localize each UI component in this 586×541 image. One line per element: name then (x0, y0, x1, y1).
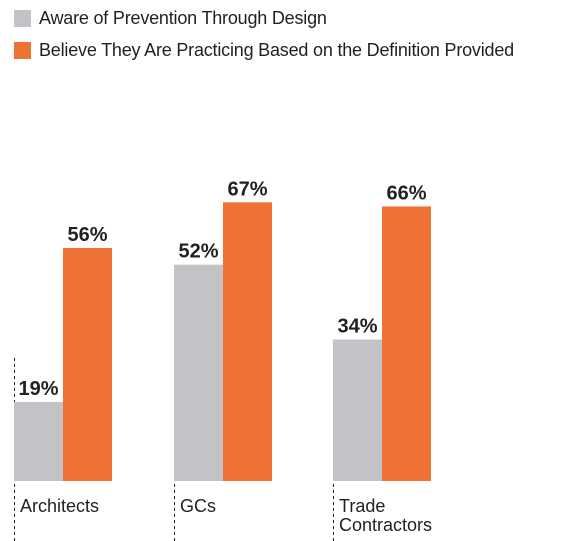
legend-label-aware: Aware of Prevention Through Design (39, 7, 327, 28)
bar-gcs-practicing (223, 202, 272, 481)
bar-architects-aware (14, 401, 63, 481)
category-label-trade-contractors-line-1: Trade (339, 496, 385, 516)
value-label-architects-aware: 19% (18, 378, 58, 400)
category-label-trade-contractors-line-2: Contractors (339, 515, 432, 535)
legend-item-aware: Aware of Prevention Through Design (14, 8, 584, 28)
value-label-trade-contractors-aware: 34% (337, 316, 377, 338)
value-label-gcs-aware: 52% (178, 241, 218, 263)
bar-trade-contractors-aware (333, 339, 382, 481)
bar-gcs-aware (174, 264, 223, 481)
bar-trade-contractors-practicing (382, 206, 431, 481)
value-label-gcs-practicing: 67% (227, 178, 267, 200)
bar-architects-practicing (63, 248, 112, 481)
value-label-architects-practicing: 56% (67, 224, 107, 246)
legend-item-practicing: Believe They Are Practicing Based on the… (14, 40, 584, 60)
legend-swatch-aware (14, 9, 31, 27)
category-label-gcs: GCs (180, 496, 216, 516)
value-label-trade-contractors-practicing: 66% (386, 182, 426, 204)
legend-swatch-practicing (14, 41, 31, 59)
legend: Aware of Prevention Through Design Belie… (14, 8, 584, 72)
category-label-architects: Architects (20, 496, 99, 516)
legend-label-practicing: Believe They Are Practicing Based on the… (39, 39, 514, 60)
